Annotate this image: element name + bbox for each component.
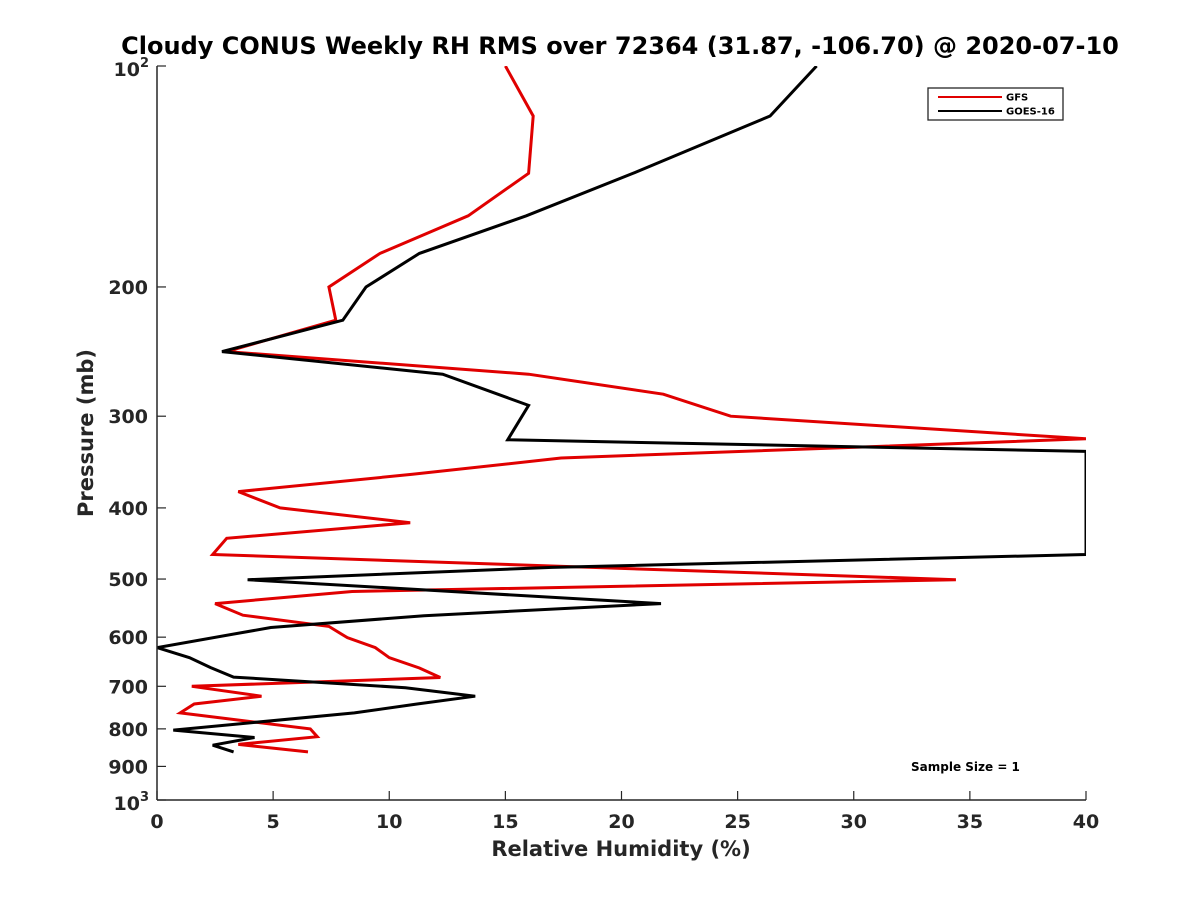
legend-label-goes-16: GOES-16 xyxy=(1006,107,1055,118)
y-limit-bottom-exponent: 3 xyxy=(140,790,149,805)
x-tick-label: 15 xyxy=(492,811,518,833)
sample-size-annotation: Sample Size = 1 xyxy=(911,760,1020,774)
x-tick-label: 25 xyxy=(724,811,750,833)
x-tick-label: 35 xyxy=(957,811,983,833)
x-tick-label: 10 xyxy=(376,811,402,833)
series-line-gfs xyxy=(180,66,1086,752)
x-axis-label: Relative Humidity (%) xyxy=(491,837,750,861)
x-tick-label: 40 xyxy=(1073,811,1099,833)
y-tick-label: 400 xyxy=(108,498,148,520)
y-tick-label: 200 xyxy=(108,277,148,299)
series-layer xyxy=(157,66,1086,752)
chart-title: Cloudy CONUS Weekly RH RMS over 72364 (3… xyxy=(121,32,1119,60)
x-tick-label: 5 xyxy=(267,811,280,833)
x-tick-label: 20 xyxy=(608,811,634,833)
legend-label-gfs: GFS xyxy=(1006,93,1028,104)
y-limit-top-label: 102 xyxy=(114,56,150,81)
x-tick-label: 0 xyxy=(150,811,163,833)
x-ticks: 0 5 10 15 20 25 30 35 40 xyxy=(150,791,1099,833)
y-axis-label: Pressure (mb) xyxy=(74,349,98,517)
y-limit-bottom-label: 103 xyxy=(114,790,150,815)
x-tick-label: 30 xyxy=(841,811,867,833)
y-tick-label: 500 xyxy=(108,569,148,591)
series-line-goes-16 xyxy=(157,66,1086,752)
y-tick-label: 900 xyxy=(108,756,148,778)
legend: GFS GOES-16 xyxy=(928,88,1063,120)
y-tick-label: 600 xyxy=(108,627,148,649)
y-tick-label: 800 xyxy=(108,719,148,741)
y-limit-top-exponent: 2 xyxy=(140,56,149,71)
y-tick-label: 700 xyxy=(108,676,148,698)
chart: Cloudy CONUS Weekly RH RMS over 72364 (3… xyxy=(0,0,1200,900)
y-tick-label: 300 xyxy=(108,406,148,428)
